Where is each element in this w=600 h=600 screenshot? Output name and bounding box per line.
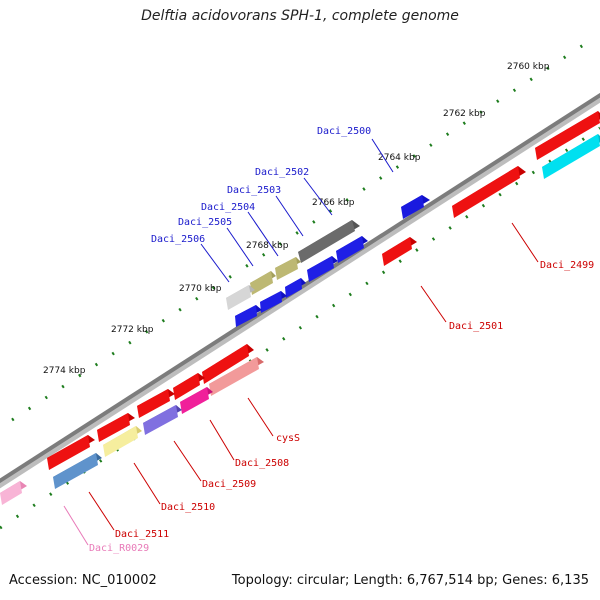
feature-Daci_2504[interactable] [250,271,276,295]
leader-Daci_2502 [303,177,333,216]
scale-label: 2760 kbp [507,62,550,72]
gene-label-Daci_2506[interactable]: Daci_2506 [151,234,205,245]
leader-Daci_R0029 [63,505,89,546]
feature-Daci_2506[interactable] [226,285,255,310]
feature-cysS[interactable] [209,357,264,396]
gene-label-Daci_2501[interactable]: Daci_2501 [449,321,503,332]
feature-Daci_2508[interactable] [180,387,213,414]
feature-red-upper-a[interactable] [202,344,254,384]
gene-label-Daci_2499[interactable]: Daci_2499 [540,260,594,271]
feature-Daci_2510[interactable] [103,426,142,457]
leader-Daci_2504 [247,211,279,257]
genome-backbone-shadow [0,95,600,489]
scale-label: 2768 kbp [246,241,289,251]
feature-extra-blue-3[interactable] [285,278,306,298]
leader-Daci_2505 [226,227,254,267]
gene-label-Daci_2510[interactable]: Daci_2510 [161,502,215,513]
scale-label: 2774 kbp [43,366,86,376]
accession-label: Accession: NC_010002 [9,573,157,588]
gene-label-Daci_2502[interactable]: Daci_2502 [255,167,309,178]
leader-Daci_2499 [511,222,539,263]
gene-label-Daci_R0029[interactable]: Daci_R0029 [89,543,149,554]
leader-Daci_2500 [371,138,394,173]
leader-cysS [247,397,274,437]
feature-Daci_2501[interactable] [382,237,417,266]
gene-label-cysS[interactable]: cysS [276,433,300,444]
gene-label-Daci_2504[interactable]: Daci_2504 [201,202,255,213]
scale-label: 2772 kbp [111,325,154,335]
feature-extra-blue-1[interactable] [336,236,368,263]
feature-extra-blue-4[interactable] [260,291,287,313]
feature-Daci_2503[interactable] [275,257,301,280]
gene-label-Daci_2503[interactable]: Daci_2503 [227,185,281,196]
feature-red-upper-c[interactable] [137,389,175,418]
inner-tick-track [0,126,600,530]
gene-label-Daci_2505[interactable]: Daci_2505 [178,217,232,228]
feature-red-upper-d[interactable] [97,413,135,442]
feature-extra-blue-5[interactable] [235,305,262,327]
scale-label: 2764 kbp [378,153,421,163]
genome-summary: Topology: circular; Length: 6,767,514 bp… [231,573,589,588]
leader-Daci_2510 [133,462,161,505]
feature-Daci_2511[interactable] [53,453,102,489]
feature-extra-blue-2[interactable] [307,256,338,282]
feature-red-top-right[interactable] [535,111,600,160]
feature-Daci_R0029[interactable] [0,481,27,505]
leader-Daci_2503 [275,195,304,237]
feature-cyan-top-right[interactable] [542,134,600,179]
feature-Daci_2509[interactable] [143,405,182,435]
gene-label-Daci_2500[interactable]: Daci_2500 [317,126,371,137]
scale-label: 2762 kbp [443,109,486,119]
gene-label-Daci_2508[interactable]: Daci_2508 [235,458,289,469]
feature-red-upper-e[interactable] [47,435,95,470]
leader-Daci_2509 [173,440,202,482]
map-title: Delftia acidovorans SPH-1, complete geno… [141,8,459,24]
scale-label: 2770 kbp [179,284,222,294]
leader-Daci_2506 [200,243,230,283]
gene-label-Daci_2509[interactable]: Daci_2509 [202,479,256,490]
feature-Daci_2499[interactable] [452,166,526,218]
leader-Daci_2508 [209,419,235,461]
feature-Daci_2502[interactable] [298,220,360,263]
feature-Daci_2500[interactable] [401,195,430,219]
scale-label: 2766 kbp [312,198,355,208]
leader-Daci_2511 [88,491,115,531]
feature-red-upper-b[interactable] [173,373,205,400]
gene-label-Daci_2511[interactable]: Daci_2511 [115,529,169,540]
leader-Daci_2501 [420,285,447,323]
